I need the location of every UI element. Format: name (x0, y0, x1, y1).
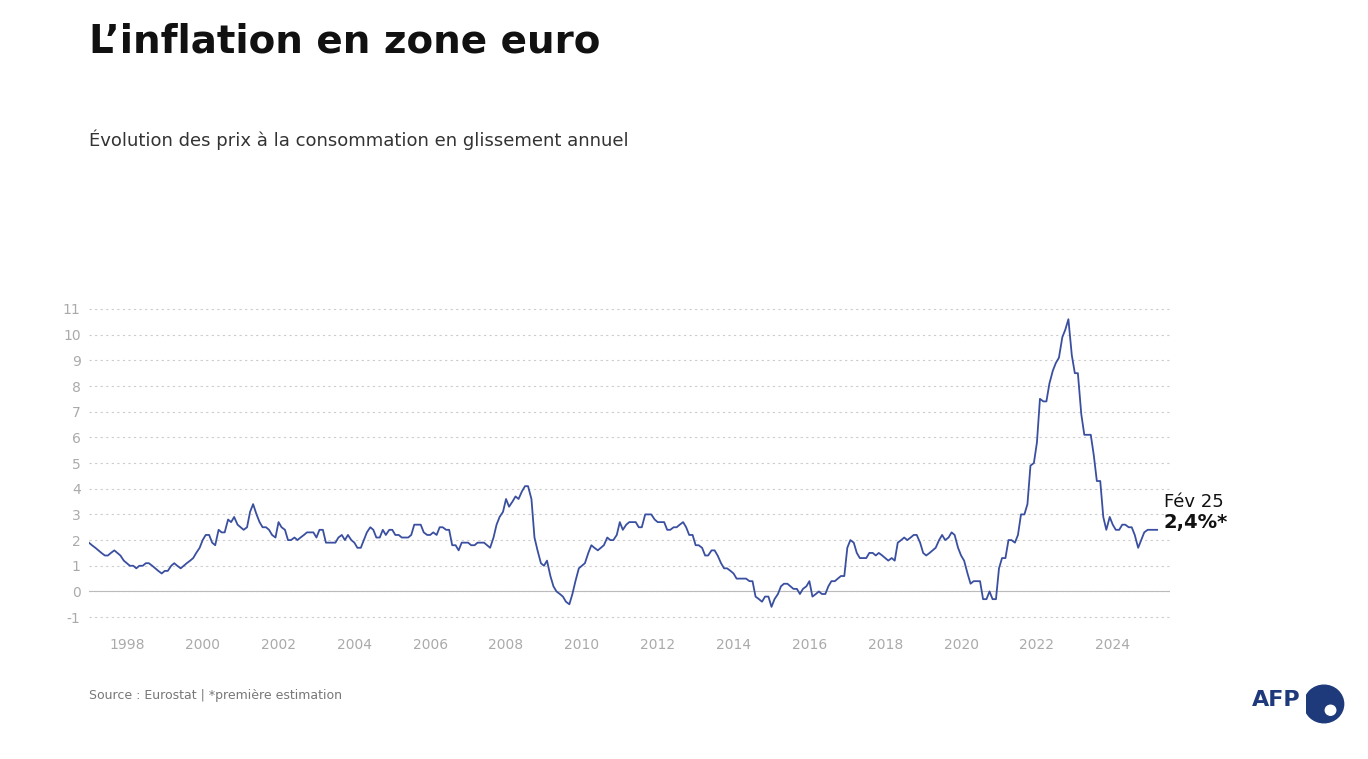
Text: L’inflation en zone euro: L’inflation en zone euro (89, 23, 601, 61)
Text: AFP: AFP (1252, 690, 1301, 710)
Text: Fév 25: Fév 25 (1164, 493, 1224, 511)
Text: Source : Eurostat | *première estimation: Source : Eurostat | *première estimation (89, 689, 342, 702)
Text: Évolution des prix à la consommation en glissement annuel: Évolution des prix à la consommation en … (89, 129, 628, 150)
Circle shape (1326, 705, 1335, 715)
Circle shape (1304, 685, 1343, 723)
Text: 2,4%*: 2,4%* (1164, 512, 1228, 531)
